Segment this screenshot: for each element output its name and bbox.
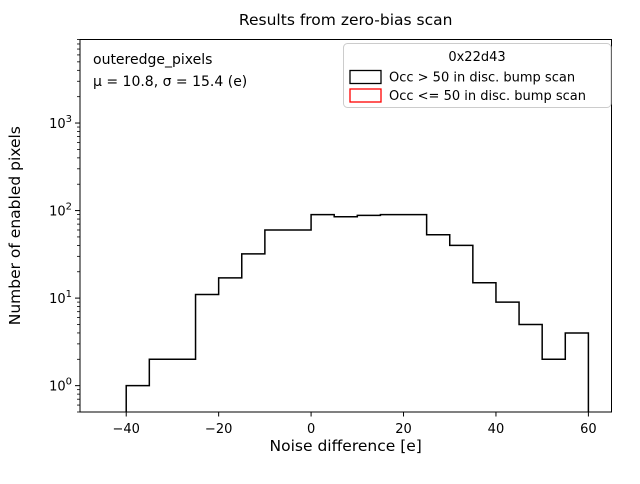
x-tick-label: 40 [488,422,505,437]
annotation-sensor-region: outeredge_pixels [93,52,212,68]
histogram-series [125,213,590,412]
y-tick-label: 100 [49,377,72,395]
y-axis-label: Number of enabled pixels [6,126,24,325]
y-tick-label: 102 [49,202,72,220]
y-tick-label: 103 [49,114,72,132]
annotation-mu-sigma: μ = 10.8, σ = 15.4 (e) [93,74,247,90]
legend-entry-occ-le-50: Occ <= 50 in disc. bump scan [389,89,586,104]
legend-title: 0x22d43 [448,50,505,65]
chart-title: Results from zero-bias scan [239,11,453,29]
x-tick-label: 20 [395,422,412,437]
x-tick-label: 0 [307,422,315,437]
histogram-step-line [125,213,590,412]
legend-swatch-black-icon [349,69,382,85]
x-tick-label: 60 [580,422,597,437]
legend-frame [343,43,612,108]
axis-ticks: −40 −20 0 20 40 60 100 101 102 103 [49,39,597,437]
legend-entry-occ-gt-50: Occ > 50 in disc. bump scan [389,71,575,86]
x-tick-label: −40 [112,422,139,437]
legend: 0x22d43 Occ > 50 in disc. bump scan Occ … [343,43,612,108]
legend-swatch-red-icon [349,88,382,103]
y-tick-label: 101 [49,289,72,307]
x-tick-label: −20 [205,422,232,437]
x-axis-label: Noise difference [e] [270,437,422,455]
